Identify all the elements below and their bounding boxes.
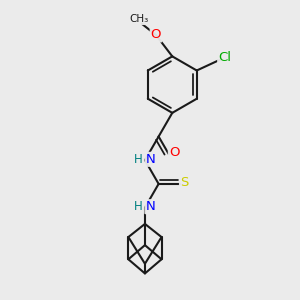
Text: H: H (134, 200, 143, 213)
Text: N: N (146, 153, 155, 166)
Text: H: H (134, 153, 143, 166)
Text: N: N (146, 200, 155, 213)
Text: S: S (180, 176, 188, 190)
Text: O: O (169, 146, 179, 159)
Text: Cl: Cl (218, 51, 231, 64)
Text: CH₃: CH₃ (129, 14, 148, 24)
Text: O: O (151, 28, 161, 41)
